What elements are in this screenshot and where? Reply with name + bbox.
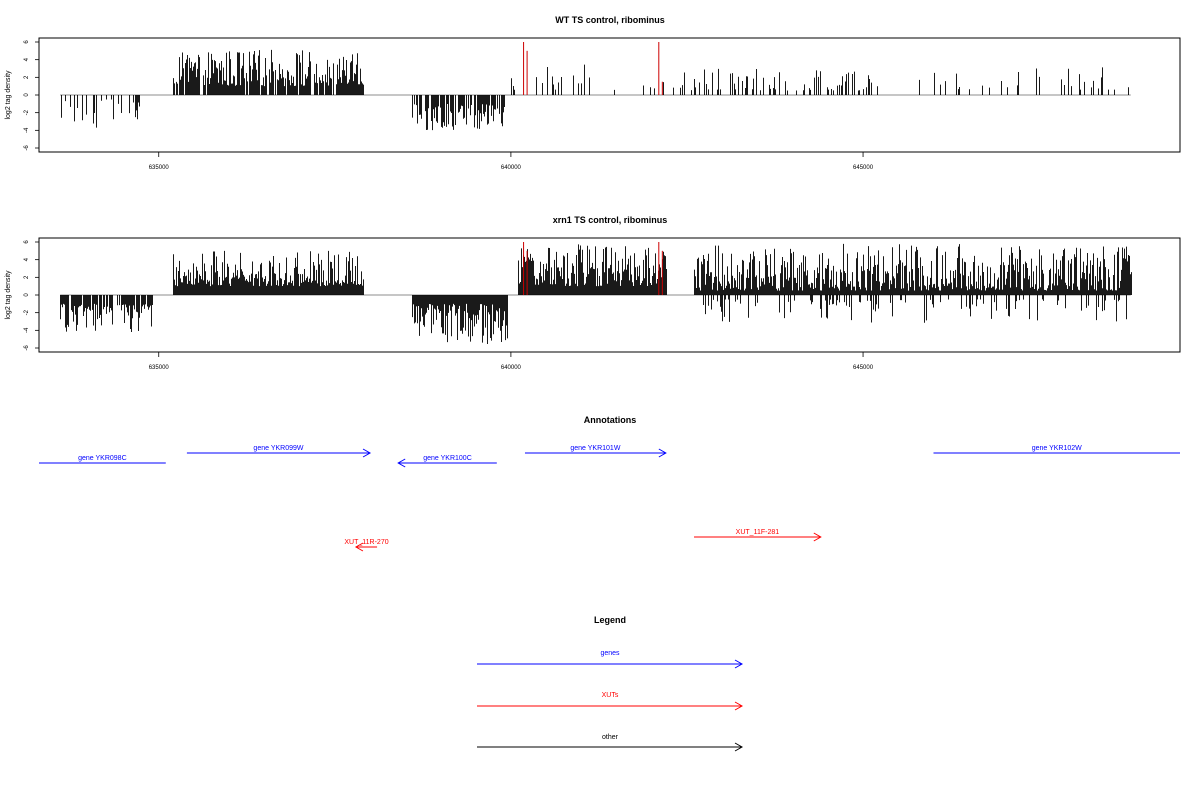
legend-label-genes: genes bbox=[600, 650, 620, 657]
xrn1-ytick-label: 6 bbox=[24, 240, 30, 244]
feature-arrowhead bbox=[362, 448, 372, 458]
xrn1-ytick-label: 0 bbox=[24, 293, 30, 297]
feature-gene-ykr098c: gene YKR098C bbox=[39, 455, 166, 464]
xrn1-track-panel: xrn1 TS control, ribominus log2 tag dens… bbox=[5, 215, 1181, 371]
legend-panel: Legend genes XUTs other bbox=[477, 615, 744, 752]
feature-label: gene YKR099W bbox=[253, 445, 303, 452]
wt-track-title: WT TS control, ribominus bbox=[555, 15, 665, 25]
wt-ytick-label: 4 bbox=[24, 57, 30, 61]
xrn1-xtick-label: 640000 bbox=[501, 365, 522, 371]
xrn1-track-ylabel: log2 tag density bbox=[5, 270, 12, 320]
legend-item-xuts: XUTs bbox=[477, 692, 744, 711]
feature-label: gene YKR100C bbox=[423, 455, 472, 462]
legend-arrowhead-xuts bbox=[734, 701, 744, 711]
feature-arrowhead bbox=[813, 532, 822, 542]
feature-label: XUT_11F-281 bbox=[736, 529, 780, 536]
feature-xut-11r-270: XUT_11R-270 bbox=[344, 539, 389, 552]
xrn1-ytick-label: 2 bbox=[24, 275, 30, 279]
xrn1-ytick-label: -2 bbox=[24, 309, 30, 315]
feature-label: gene YKR102W bbox=[1032, 445, 1082, 452]
annotations-title: Annotations bbox=[584, 415, 637, 425]
xrn1-track-axes: -6 -4 -2 0 2 4 6 635000 640000 645000 bbox=[24, 240, 874, 371]
xrn1-ytick-label: -6 bbox=[24, 345, 30, 351]
wt-ytick-label: -4 bbox=[24, 127, 30, 133]
wt-xtick-label: 635000 bbox=[149, 165, 170, 171]
wt-ytick-label: 2 bbox=[24, 75, 30, 79]
wt-xtick-label: 645000 bbox=[853, 165, 874, 171]
legend-item-other: other bbox=[477, 734, 744, 752]
feature-gene-ykr099w: gene YKR099W bbox=[186, 445, 372, 458]
feature-xut-11f-281: XUT_11F-281 bbox=[694, 529, 822, 542]
feature-label: gene YKR101W bbox=[570, 445, 620, 452]
wt-ytick-label: 0 bbox=[24, 93, 30, 97]
wt-xtick-label: 640000 bbox=[501, 165, 522, 171]
annotation-features: gene YKR098C gene YKR099W gene YKR100C gene… bbox=[39, 445, 1180, 552]
xrn1-xtick-label: 645000 bbox=[853, 365, 874, 371]
legend-label-xuts: XUTs bbox=[602, 692, 619, 699]
wt-ytick-label: 6 bbox=[24, 40, 30, 44]
wt-ytick-label: -6 bbox=[24, 145, 30, 151]
feature-arrowhead bbox=[397, 458, 406, 468]
wt-track-ylabel: log2 tag density bbox=[5, 70, 12, 120]
xrn1-track-bars bbox=[60, 242, 1132, 344]
legend-label-other: other bbox=[602, 734, 619, 741]
xrn1-ytick-label: 4 bbox=[24, 257, 30, 261]
legend-arrowhead-other bbox=[734, 742, 744, 752]
xrn1-xtick-label: 635000 bbox=[149, 365, 170, 371]
legend-item-genes: genes bbox=[477, 650, 744, 669]
feature-arrowhead bbox=[354, 542, 364, 552]
wt-track-panel: WT TS control, ribominus log2 tag densit… bbox=[5, 15, 1181, 171]
feature-gene-ykr100c: gene YKR100C bbox=[397, 455, 497, 468]
feature-gene-ykr102w: gene YKR102W bbox=[933, 445, 1180, 454]
legend-title: Legend bbox=[594, 615, 626, 625]
wt-track-axes: -6 -4 -2 0 2 4 6 635000 640000 645000 bbox=[24, 40, 874, 171]
legend-arrowhead-genes bbox=[734, 659, 744, 669]
feature-label: gene YKR098C bbox=[78, 455, 127, 462]
feature-label: XUT_11R-270 bbox=[344, 539, 388, 546]
feature-arrowhead bbox=[658, 448, 667, 458]
wt-ytick-label: -2 bbox=[24, 109, 30, 115]
xrn1-track-title: xrn1 TS control, ribominus bbox=[553, 215, 668, 225]
feature-gene-ykr101w: gene YKR101W bbox=[524, 445, 667, 458]
xrn1-ytick-label: -4 bbox=[24, 327, 30, 333]
wt-track-bars bbox=[60, 42, 1131, 131]
